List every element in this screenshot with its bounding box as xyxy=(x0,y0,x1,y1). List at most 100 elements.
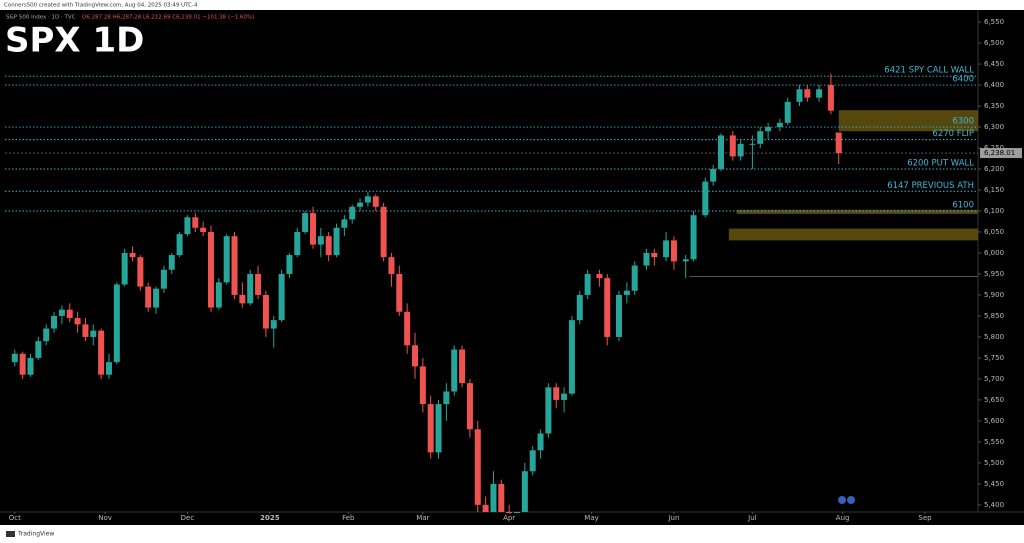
candle-body xyxy=(474,429,481,505)
candle-body xyxy=(90,330,97,337)
candle-body xyxy=(160,269,167,289)
candle-body xyxy=(357,202,364,207)
candle-body xyxy=(51,315,58,329)
candle-body xyxy=(651,252,658,258)
y-tick-label: 5,550 xyxy=(984,438,1004,446)
level-label: 6300 xyxy=(952,117,974,127)
x-tick-label: Oct xyxy=(9,514,21,522)
y-tick-label: 6,500 xyxy=(984,39,1004,47)
candle-body xyxy=(105,362,112,375)
candle-body xyxy=(827,85,834,111)
candle-body xyxy=(82,324,89,337)
x-tick-label: Sep xyxy=(918,514,932,522)
candle-body xyxy=(757,131,764,144)
candle-body xyxy=(576,294,583,321)
candle-body xyxy=(553,387,560,400)
candle-body xyxy=(816,89,823,98)
candle-body xyxy=(482,504,489,512)
candle-body xyxy=(380,206,387,258)
candle-body xyxy=(302,213,309,232)
candle-body xyxy=(435,404,442,453)
candle-body xyxy=(113,284,120,363)
candle-body xyxy=(776,122,783,128)
candle-body xyxy=(419,366,426,405)
candle-body xyxy=(176,234,183,256)
candle-body xyxy=(98,330,105,375)
candle-body xyxy=(66,309,73,319)
candle-body xyxy=(796,89,803,102)
candle-body xyxy=(58,309,65,316)
credit: Conners500 created with TradingView.com,… xyxy=(4,3,198,9)
candle-body xyxy=(537,433,544,451)
y-tick-label: 6,150 xyxy=(984,186,1004,194)
candle-body xyxy=(137,257,144,287)
x-tick-label: Apr xyxy=(503,514,515,522)
candle-body xyxy=(43,328,50,342)
candle-body xyxy=(451,349,458,392)
y-tick-label: 6,250 xyxy=(984,144,1004,152)
candle-body xyxy=(663,240,670,258)
candle-body xyxy=(466,383,473,430)
candle-body xyxy=(192,217,199,228)
last-price-label: 6,238.01 xyxy=(984,149,1015,157)
candle-body xyxy=(270,320,277,329)
candle-body xyxy=(568,320,575,394)
level-label: 6270 FLIP xyxy=(932,129,974,139)
y-tick-label: 5,700 xyxy=(984,375,1004,383)
y-tick-label: 5,450 xyxy=(984,480,1004,488)
y-tick-label: 5,500 xyxy=(984,459,1004,467)
level-label: 6147 PREVIOUS ATH xyxy=(887,181,974,191)
brand-logo xyxy=(6,531,15,537)
zone xyxy=(736,209,978,214)
candle-body xyxy=(35,341,42,358)
x-tick-label: Aug xyxy=(836,514,850,522)
x-tick-label: Jul xyxy=(747,514,757,522)
candle-body xyxy=(286,255,293,274)
candle-body xyxy=(11,353,18,363)
y-tick-label: 5,650 xyxy=(984,396,1004,404)
zone xyxy=(728,228,978,241)
candle-body xyxy=(27,357,34,375)
candle-body xyxy=(427,404,434,453)
candle-body xyxy=(168,255,175,270)
candle-body xyxy=(215,282,222,308)
x-tick-label: May xyxy=(584,514,598,522)
candle-body xyxy=(309,213,316,245)
candle-body xyxy=(529,450,536,472)
x-tick-label: Jun xyxy=(667,514,679,522)
candle-body xyxy=(710,169,717,182)
candle-body xyxy=(506,512,513,513)
zone xyxy=(838,110,978,132)
y-tick-label: 5,850 xyxy=(984,312,1004,320)
y-tick-label: 5,600 xyxy=(984,417,1004,425)
candle-body xyxy=(74,318,81,325)
candle-body xyxy=(459,349,466,384)
candle-body xyxy=(702,181,709,216)
y-tick-label: 5,400 xyxy=(984,501,1004,509)
event-icon xyxy=(847,496,855,504)
y-tick-label: 6,200 xyxy=(984,165,1004,173)
level-label: 6400 xyxy=(952,75,974,85)
candle-body xyxy=(718,135,725,170)
candle-body xyxy=(121,252,128,285)
y-tick-label: 6,050 xyxy=(984,228,1004,236)
candle-body xyxy=(200,227,207,232)
y-tick-label: 6,100 xyxy=(984,207,1004,215)
x-tick-label: Feb xyxy=(342,514,355,522)
candle-body xyxy=(616,294,623,337)
candle-body xyxy=(584,273,591,295)
candle-body xyxy=(223,236,230,283)
candle-body xyxy=(604,278,611,337)
candle-body xyxy=(545,387,552,434)
x-tick-label: Dec xyxy=(181,514,195,522)
candle-body xyxy=(631,265,638,291)
candle-body xyxy=(490,483,497,512)
candle-body xyxy=(682,259,689,262)
candle-body xyxy=(835,132,842,154)
y-tick-label: 6,350 xyxy=(984,102,1004,110)
header-strip xyxy=(0,0,1024,10)
candle-body xyxy=(239,294,246,304)
candle-body xyxy=(325,236,332,256)
y-tick-label: 6,550 xyxy=(984,18,1004,26)
